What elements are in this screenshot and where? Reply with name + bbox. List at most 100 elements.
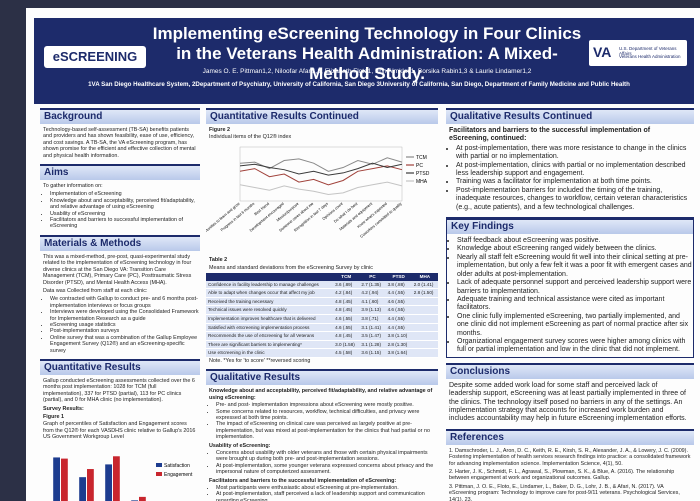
bullet: Training was a facilitator for implement…	[456, 178, 694, 186]
table-cell: 4.4 (.55)	[385, 314, 412, 324]
column-header: TCM	[333, 273, 360, 281]
table-cell: 3.1 (1.41)	[359, 323, 386, 333]
paragraph: 3. Pittman, J. O. E., Floto, E., Lindame…	[449, 483, 680, 501]
section-heading: Conclusions	[446, 362, 694, 379]
table-row: Received the training necessary 4.8 (.45)…	[206, 297, 438, 307]
bullet: Adequate training and technical assistan…	[457, 296, 693, 313]
column: Qualitative Results Continued Facilitator…	[446, 108, 694, 501]
table-cell: 4.2 (.94)	[359, 288, 386, 298]
subheading: Facilitators and barriers to the success…	[209, 477, 397, 484]
table-cell: 4.8 (.45)	[333, 305, 360, 315]
paragraph: 2. Harter, J. K., Schmidt, F. L., Agrawa…	[449, 469, 675, 482]
section: Materials & Methods This was a mixed-meth…	[40, 234, 200, 354]
legend-swatch	[156, 471, 162, 476]
bar	[79, 476, 86, 501]
section: Quantitative Results Continued Figure 2 …	[206, 108, 438, 364]
table-cell: 3.8 (.88)	[385, 280, 412, 290]
table-cell: 3.9 (1.13)	[359, 305, 386, 315]
table-row: Technical issues were resolved quickly 4.…	[206, 305, 438, 315]
bullet-list: We contracted with Gallup to conduct pre…	[40, 296, 200, 354]
row-label: Confidence in facility leadership to man…	[206, 280, 334, 290]
affiliations: 1VA San Diego Healthcare System, 2Depart…	[88, 81, 630, 88]
column: Background Technology-based self-assessme…	[40, 108, 200, 501]
column-header: PTSD	[385, 273, 412, 281]
table-note: Note. *Yes for 'to score' **reversed sco…	[209, 357, 311, 364]
column-header: MHA	[411, 273, 438, 281]
section: Key Findings Staff feedback about eScreen…	[446, 217, 694, 358]
table-cell	[411, 331, 438, 341]
bullet-list: Most participants were enthusiastic abou…	[206, 485, 438, 501]
bullet: Knowledge about and acceptability, perce…	[50, 198, 200, 211]
figure-caption: Individual items of the Q12® index	[209, 134, 292, 141]
column: Quantitative Results Continued Figure 2 …	[206, 108, 438, 501]
bar	[105, 464, 112, 501]
subheading: Figure 1	[43, 414, 64, 420]
table-corner	[206, 273, 334, 281]
table-cell: 2.8 (1.50)	[411, 288, 438, 298]
table-cell: 2.8 (1.30)	[385, 340, 412, 350]
bullet-list: Pre- and post- implementation impression…	[206, 402, 438, 440]
column-header: PC	[359, 273, 386, 281]
bullet: At post-implementation, clinics with par…	[456, 162, 694, 179]
series-line	[239, 162, 403, 176]
bullet: Lack of adequate personnel support and p…	[457, 279, 693, 296]
paragraph: This was a mixed-method, pre-post, quasi…	[43, 253, 192, 286]
table-cell: 3.8 (1.64)	[385, 348, 412, 358]
table-cell: 3.6 (.89)	[333, 280, 360, 290]
table-cell: 3.8 (1.10)	[385, 331, 412, 341]
table-row: There are significant barriers to implem…	[206, 340, 438, 350]
section-heading: Quantitative Results	[40, 358, 200, 375]
paragraph: Technology-based self-assessment (TB-SA)…	[43, 127, 196, 159]
bullet: Post-implementation barriers for include…	[456, 187, 694, 212]
table-row: Recommends the use of eScreening for all…	[206, 331, 438, 341]
section-heading: Key Findings	[447, 218, 693, 235]
va-department: U.S. Department of Veterans Affairs	[619, 46, 677, 56]
legend-label: Engagement	[164, 472, 193, 478]
bullet: We contracted with Gallup to conduct pre…	[50, 296, 200, 309]
paragraph: To gather information on:	[43, 183, 103, 190]
header: eSCREENING Implementing eScreening Techn…	[34, 18, 694, 104]
bullet: Organizational engagement survey scores …	[457, 338, 693, 355]
series-line	[239, 165, 403, 186]
section-heading: Qualitative Results Continued	[446, 108, 694, 124]
bullet: Staff feedback about eScreening was posi…	[457, 237, 693, 245]
section-heading: Qualitative Results	[206, 369, 438, 386]
table-cell: 3.8 (.71)	[359, 314, 386, 324]
table-cell	[411, 314, 438, 324]
logo: eSCREENING	[44, 46, 146, 68]
section-heading: Quantitative Results Continued	[206, 108, 438, 124]
table-cell: 4.8 (.45)	[333, 297, 360, 307]
va-administration: Veterans Health Administration	[619, 54, 681, 59]
table-cell: 4.5 (.58)	[333, 348, 360, 358]
table-cell	[411, 297, 438, 307]
section: Qualitative Results Continued Facilitator…	[446, 108, 694, 212]
bar	[131, 499, 138, 501]
table-cell: 4.6 (.55)	[333, 314, 360, 324]
bullet: Usability of eScreening	[50, 211, 200, 217]
table-cell: 2.7 (1.35)	[359, 280, 386, 290]
section: Background Technology-based self-assessme…	[40, 108, 200, 159]
bar	[53, 457, 60, 501]
bullet: Most participants were enthusiastic abou…	[216, 485, 438, 491]
legend-label: Satisfaction	[164, 463, 190, 469]
section: Quantitative Results Gallup conducted eSc…	[40, 358, 200, 501]
table-cell: 4.8 (.45)	[333, 331, 360, 341]
bar	[61, 458, 68, 501]
table-cell: 2.0 (1.41)	[411, 280, 438, 290]
table-cell: 3.0 (1.58)	[333, 340, 360, 350]
section-heading: References	[446, 428, 694, 445]
table-cell: 3.1 (1.28)	[359, 340, 386, 350]
bullet: Interviews were developed using the Cons…	[50, 309, 200, 322]
table-cell: 4.6 (.55)	[385, 297, 412, 307]
section: Qualitative Results Knowledge about and a…	[206, 369, 438, 501]
section: Aims To gather information on:Implementat…	[40, 164, 200, 230]
bullet: The impact of eScreening on clinical car…	[216, 421, 438, 440]
legend-label: PTSD	[416, 171, 430, 177]
bullet: One clinic fully implemented eScreening,…	[457, 313, 693, 338]
table-row: Implementation improves healthcare that …	[206, 314, 438, 324]
paragraph: Data was Collected from staff at each cl…	[43, 287, 148, 294]
bullet-list: Staff feedback about eScreening was posi…	[447, 237, 693, 355]
bullet: Nearly all staff felt eScreening would f…	[457, 254, 693, 279]
bullet-list: At post-implementation, there was more r…	[446, 145, 694, 212]
